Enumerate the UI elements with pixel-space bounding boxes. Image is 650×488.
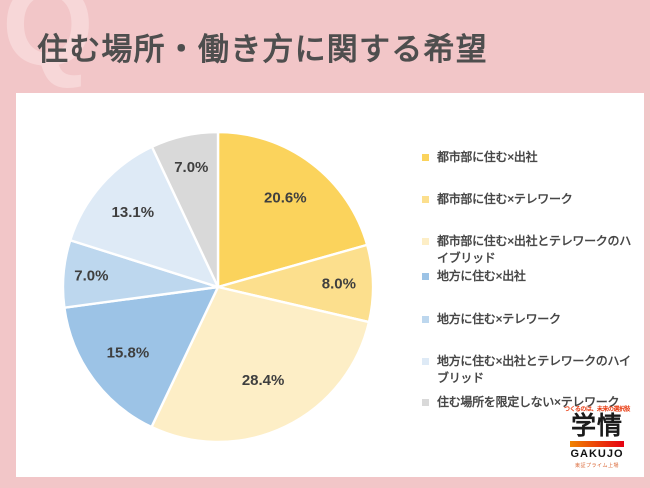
legend-swatch-icon — [422, 358, 429, 365]
legend-label: 住む場所を限定しない×テレワーク — [437, 395, 620, 409]
legend-swatch-icon — [422, 399, 429, 406]
legend-label: 都市部に住む×出社 — [437, 150, 538, 164]
pie-slice — [69, 145, 220, 289]
legend-item: 都市部に住む×出社とテレワークのハイブリッド — [422, 233, 632, 267]
logo-name: 学情 — [570, 412, 623, 440]
pie-slice — [216, 130, 369, 289]
pie-slice — [150, 285, 371, 444]
legend-label: 地方に住む×出社 — [437, 269, 526, 283]
legend-item: 地方に住む×出社 — [422, 268, 632, 285]
legend-item: 地方に住む×テレワーク — [422, 311, 632, 328]
legend-item: 地方に住む×出社とテレワークのハイブリッド — [422, 353, 632, 387]
logo-gradient-bar — [570, 441, 624, 447]
q-watermark: Q — [2, 0, 94, 91]
gakujo-logo: つくるのは、未来の選択肢 学情 GAKUJO 東証プライム上場 — [560, 404, 634, 469]
legend-swatch-icon — [422, 154, 429, 161]
legend-label: 地方に住む×出社とテレワークのハイブリッド — [437, 354, 631, 385]
pie-chart: 20.6% 8.0% 28.4% 15.8% 7.0% 13.1% 7.0% — [61, 130, 375, 444]
pie-label: 13.1% — [112, 204, 155, 221]
legend-item: 都市部に住む×出社 — [422, 149, 632, 166]
legend-label: 地方に住む×テレワーク — [437, 312, 561, 326]
legend-swatch-icon — [422, 196, 429, 203]
legend-item: 都市部に住む×テレワーク — [422, 191, 632, 208]
legend-swatch-icon — [422, 316, 429, 323]
pie-label: 8.0% — [322, 276, 356, 293]
legend-label: 都市部に住む×テレワーク — [437, 192, 573, 206]
pie-slice — [63, 285, 220, 429]
pie-label: 7.0% — [74, 268, 108, 285]
logo-tagline: つくるのは、未来の選択肢 — [564, 407, 630, 413]
legend-item: 住む場所を限定しない×テレワーク — [422, 394, 632, 411]
pie-label: 15.8% — [107, 344, 150, 361]
page-title: 住む場所・働き方に関する希望 — [37, 32, 488, 67]
legend-label: 都市部に住む×出社とテレワークのハイブリッド — [437, 234, 631, 265]
chart-panel: 20.6% 8.0% 28.4% 15.8% 7.0% 13.1% 7.0% 都市部に住む×… — [16, 93, 644, 477]
chart-legend: 都市部に住む×出社都市部に住む×テレワーク都市部に住む×出社とテレワークのハイブ… — [422, 93, 638, 477]
logo-subtext: 東証プライム上場 — [575, 463, 619, 469]
pie-label: 28.4% — [242, 372, 285, 389]
pie-chart-container: 20.6% 8.0% 28.4% 15.8% 7.0% 13.1% 7.0% — [56, 125, 380, 449]
pie-label: 7.0% — [174, 159, 208, 176]
legend-swatch-icon — [422, 238, 429, 245]
pie-slice — [150, 130, 220, 289]
pie-label: 20.6% — [264, 190, 307, 207]
legend-swatch-icon — [422, 273, 429, 280]
logo-latin: GAKUJO — [570, 448, 624, 460]
